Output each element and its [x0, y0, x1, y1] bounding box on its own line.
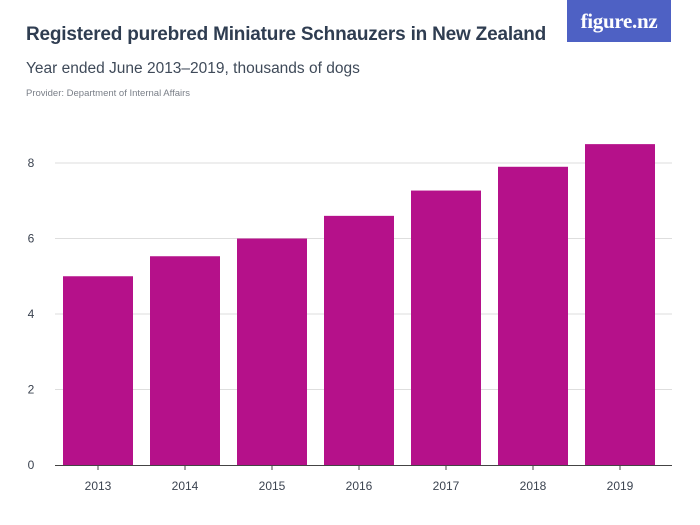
data-provider: Provider: Department of Internal Affairs	[26, 88, 191, 99]
y-tick-label: 2	[28, 383, 35, 397]
x-tick-label: 2018	[520, 479, 547, 493]
bar-2019	[585, 144, 655, 465]
x-tick-label: 2014	[172, 479, 199, 493]
bar-2016	[324, 215, 394, 465]
x-tick-label: 2015	[259, 479, 286, 493]
bar-2017	[411, 190, 481, 465]
x-tick-label: 2016	[346, 479, 373, 493]
x-tick-label: 2013	[85, 479, 112, 493]
chart-title: Registered purebred Miniature Schnauzers…	[26, 24, 547, 45]
y-tick-label: 0	[28, 458, 35, 472]
bars	[63, 144, 655, 465]
y-tick-label: 8	[28, 156, 35, 170]
bar-2015	[237, 238, 307, 465]
y-tick-label: 4	[28, 307, 35, 321]
x-tick-label: 2017	[433, 479, 460, 493]
axes: 0 2 4 6 8 2013 2014 2015 2016 2017 2018 2019	[28, 156, 672, 493]
x-tick-label: 2019	[607, 479, 634, 493]
figure-nz-logo[interactable]: figure.nz	[567, 0, 671, 42]
y-tick-label: 6	[28, 232, 35, 246]
bar-2013	[63, 276, 133, 465]
chart-subtitle: Year ended June 2013–2019, thousands of …	[26, 60, 360, 77]
bar-2018	[498, 166, 568, 465]
bar-2014	[150, 256, 220, 465]
